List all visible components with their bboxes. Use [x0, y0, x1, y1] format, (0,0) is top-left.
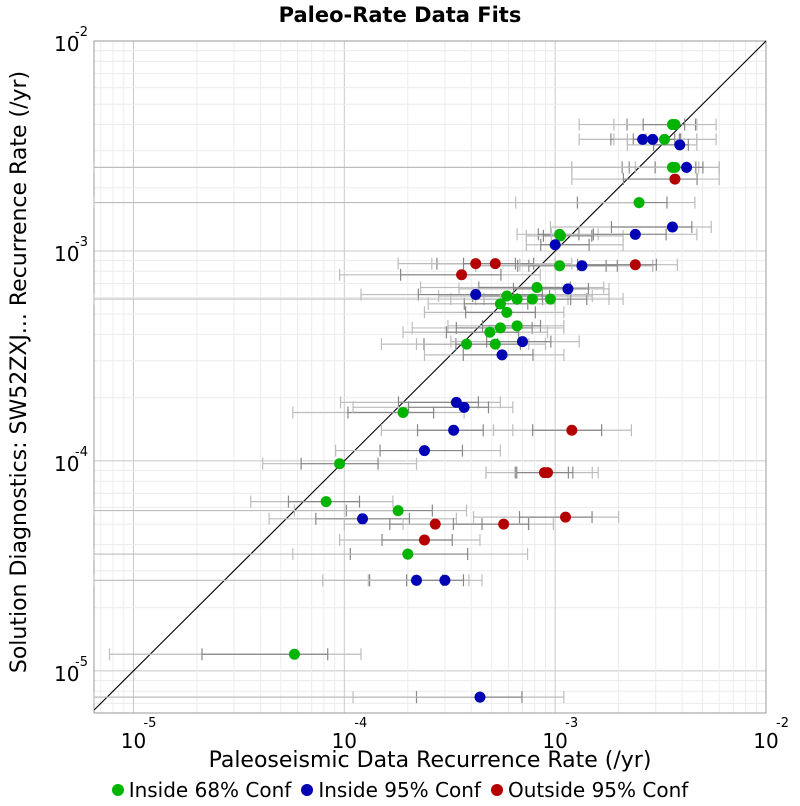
- y-tick-label: 10: [54, 32, 79, 56]
- legend-label-outside-95: Outside 95% Conf: [507, 778, 689, 802]
- data-point-series-0: [397, 407, 409, 419]
- x-axis-label: Paleoseismic Data Recurrence Rate (/yr): [209, 748, 652, 773]
- data-point-series-0: [320, 496, 332, 508]
- data-point-series-1: [439, 574, 451, 586]
- data-point-series-2: [566, 424, 578, 436]
- legend-label-inside-95: Inside 95% Conf: [318, 778, 481, 802]
- y-tick-exponent: -2: [75, 25, 88, 40]
- data-point-series-0: [392, 505, 404, 517]
- identity-line: [93, 40, 767, 711]
- x-tick-exponent: -4: [354, 716, 367, 731]
- data-point-series-0: [501, 290, 513, 302]
- x-tick-label: 10: [753, 729, 778, 753]
- y-axis-label: Solution Diagnostics: SW52ZXJ... Recurre…: [7, 71, 32, 673]
- x-tick-label: 10: [121, 729, 146, 753]
- paleo-rate-chart: Paleo-Rate Data Fits 10-510-410-310-2 10…: [7, 3, 789, 773]
- data-point-series-0: [554, 230, 566, 242]
- data-points: [288, 119, 693, 703]
- x-tick-labels: 10-510-410-310-2: [121, 716, 789, 753]
- y-tick-label: 10: [54, 242, 79, 266]
- data-point-series-0: [511, 293, 523, 305]
- legend: Inside 68% Conf Inside 95% Conf Outside …: [0, 776, 800, 804]
- data-point-series-0: [484, 326, 496, 338]
- data-point-series-1: [576, 260, 588, 272]
- data-point-series-2: [489, 258, 501, 270]
- data-point-series-0: [501, 306, 513, 318]
- data-point-series-0: [402, 548, 414, 560]
- data-point-series-1: [647, 133, 659, 145]
- legend-item-inside-68: Inside 68% Conf: [111, 778, 292, 802]
- x-tick-label: 10: [332, 729, 357, 753]
- data-point-series-2: [560, 511, 572, 523]
- data-point-series-0: [334, 458, 346, 470]
- legend-item-inside-95: Inside 95% Conf: [301, 778, 481, 802]
- legend-marker-inside-95: [301, 784, 314, 796]
- data-point-series-0: [531, 281, 543, 293]
- data-point-series-1: [666, 221, 678, 233]
- chart-title: Paleo-Rate Data Fits: [279, 3, 522, 27]
- data-point-series-0: [544, 293, 556, 305]
- data-point-series-1: [516, 336, 528, 348]
- data-point-series-2: [669, 173, 681, 185]
- data-point-series-1: [637, 133, 649, 145]
- y-tick-exponent: -4: [75, 445, 88, 460]
- legend-marker-outside-95: [490, 784, 503, 796]
- y-tick-exponent: -3: [75, 235, 88, 250]
- legend-marker-inside-68: [111, 784, 124, 796]
- data-point-series-1: [629, 228, 641, 240]
- data-point-series-2: [498, 518, 510, 530]
- x-tick-exponent: -2: [776, 716, 789, 731]
- data-point-series-2: [418, 534, 430, 546]
- data-point-series-0: [658, 133, 670, 145]
- x-tick-exponent: -3: [565, 716, 578, 731]
- x-tick-exponent: -5: [143, 716, 156, 731]
- data-point-series-1: [448, 424, 460, 436]
- legend-label-inside-68: Inside 68% Conf: [128, 778, 292, 802]
- data-point-series-1: [562, 283, 574, 295]
- data-point-series-2: [470, 258, 482, 270]
- data-point-series-0: [511, 320, 523, 332]
- legend-item-outside-95: Outside 95% Conf: [490, 778, 689, 802]
- data-point-series-1: [470, 289, 482, 301]
- data-point-series-0: [489, 338, 501, 350]
- data-point-series-1: [357, 513, 369, 525]
- data-point-series-0: [526, 293, 538, 305]
- y-tick-label: 10: [54, 452, 79, 476]
- data-point-series-1: [681, 161, 693, 173]
- data-point-series-2: [629, 259, 641, 271]
- plot-frame: [93, 40, 767, 714]
- data-point-series-2: [542, 467, 554, 479]
- y-tick-exponent: -5: [75, 655, 88, 670]
- data-point-series-1: [418, 445, 430, 457]
- data-point-series-2: [429, 518, 441, 530]
- data-point-series-0: [461, 338, 473, 350]
- data-point-series-0: [494, 322, 506, 334]
- data-point-series-1: [674, 139, 686, 151]
- data-point-series-0: [666, 119, 678, 131]
- y-tick-label: 10: [54, 662, 79, 686]
- data-point-series-0: [288, 648, 300, 660]
- x-tick-label: 10: [542, 729, 567, 753]
- data-point-series-0: [633, 197, 645, 209]
- y-tick-labels: 10-510-410-310-2: [54, 25, 88, 686]
- data-point-series-0: [494, 298, 506, 310]
- data-point-series-1: [458, 401, 470, 413]
- data-point-series-2: [456, 269, 468, 281]
- data-point-series-1: [496, 349, 508, 361]
- data-point-series-0: [669, 161, 681, 173]
- data-point-series-1: [549, 239, 561, 251]
- data-point-series-1: [410, 574, 422, 586]
- data-point-series-0: [554, 260, 566, 272]
- data-point-series-1: [474, 691, 486, 703]
